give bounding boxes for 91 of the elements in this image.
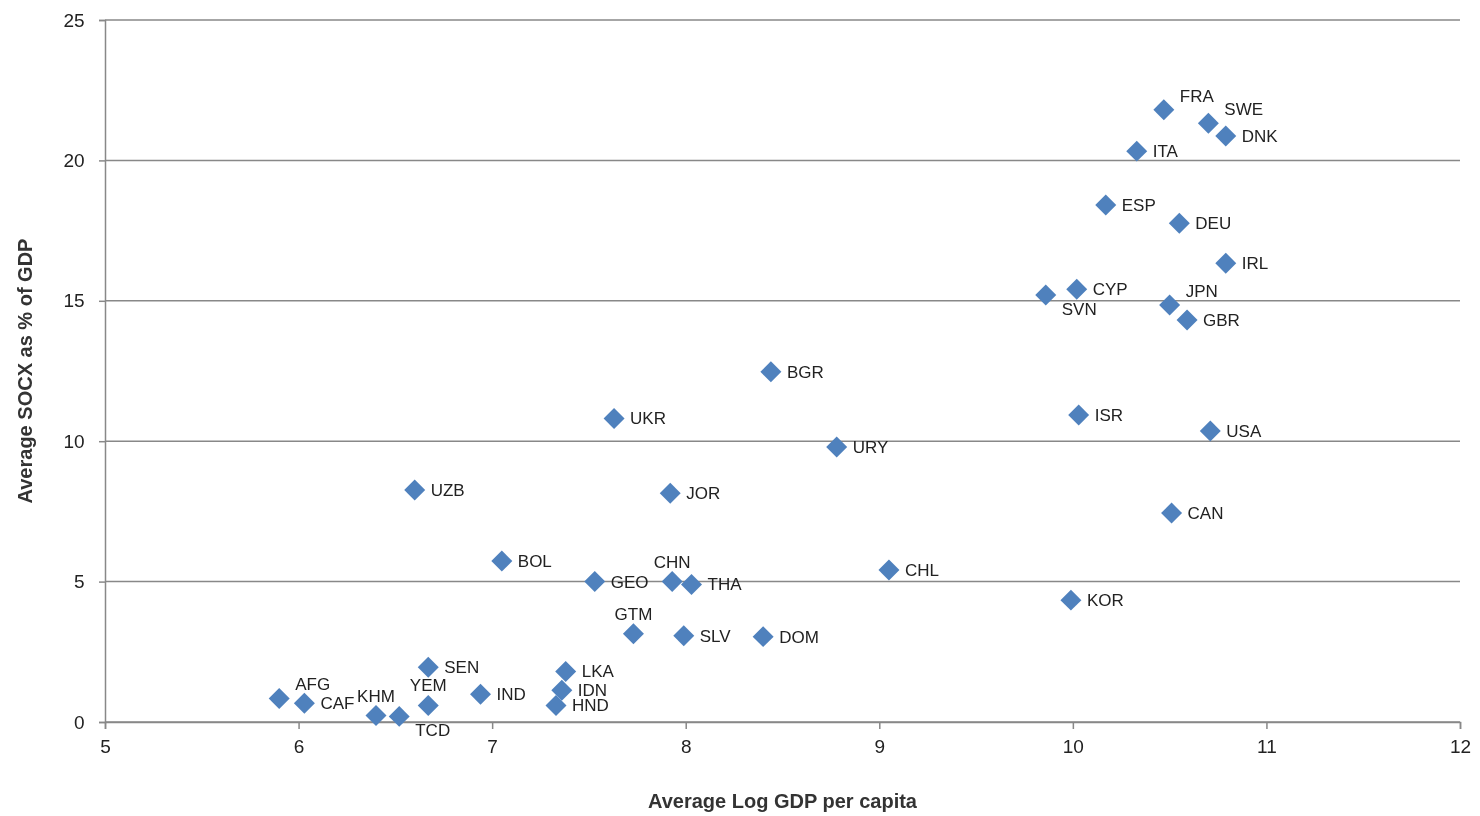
point — [1215, 125, 1237, 147]
data-label: SLV — [699, 626, 732, 646]
data-label: CHL — [904, 561, 939, 581]
point — [752, 626, 774, 648]
point — [1060, 589, 1082, 611]
point — [1197, 112, 1219, 134]
data-label: DEU — [1195, 214, 1232, 234]
point — [1199, 420, 1221, 442]
data-label: THA — [707, 575, 743, 595]
point — [659, 482, 681, 504]
data-label: UZB — [430, 481, 465, 501]
point — [388, 705, 410, 727]
data-label: CAF — [320, 694, 355, 714]
data-label: GEO — [610, 572, 649, 592]
data-label: SWE — [1224, 100, 1264, 120]
point — [622, 623, 644, 645]
point — [555, 660, 577, 682]
point — [1095, 194, 1117, 216]
data-label: LKA — [581, 662, 615, 682]
data-label: SVN — [1061, 299, 1097, 319]
y-tick-label: 10 — [63, 430, 85, 452]
data-label: URY — [852, 438, 889, 458]
data-label: DOM — [779, 627, 819, 647]
y-tick-label: 15 — [63, 290, 85, 312]
data-label: CHN — [653, 552, 691, 572]
data-label: YEM — [409, 676, 447, 696]
data-label: CYP — [1092, 280, 1128, 300]
y-tick-label: 5 — [74, 571, 85, 593]
point — [1161, 502, 1183, 524]
data-label: CAN — [1187, 504, 1224, 524]
point — [365, 705, 387, 727]
point — [760, 361, 782, 383]
data-label: JPN — [1185, 282, 1218, 302]
x-tick-label: 10 — [1062, 735, 1084, 757]
data-label: BOL — [517, 552, 552, 572]
x-tick-label: 8 — [680, 735, 692, 757]
point — [1159, 294, 1181, 316]
point — [551, 679, 573, 701]
data-label: KOR — [1086, 591, 1124, 611]
point — [584, 571, 606, 593]
data-label: ESP — [1121, 196, 1156, 216]
data-label: ISR — [1094, 406, 1124, 426]
data-label: IRL — [1241, 254, 1269, 274]
point — [417, 656, 439, 678]
data-label: KHM — [357, 686, 395, 706]
point — [661, 571, 683, 593]
data-label: USA — [1226, 422, 1262, 442]
x-tick-label: 11 — [1257, 735, 1277, 757]
x-tick-label: 5 — [100, 735, 111, 757]
point — [1168, 212, 1190, 234]
point — [603, 407, 625, 429]
point — [1066, 278, 1088, 300]
data-label: BGR — [786, 362, 824, 382]
point — [1176, 309, 1198, 331]
point — [878, 559, 900, 581]
x-tick-label: 6 — [293, 735, 305, 757]
y-tick-label: 25 — [63, 9, 85, 31]
point — [1068, 404, 1090, 426]
point — [417, 694, 439, 716]
data-label: UKR — [630, 409, 666, 429]
point — [826, 436, 848, 458]
data-label: DNK — [1241, 126, 1279, 146]
data-label: JOR — [686, 484, 721, 504]
data-label: TCD — [415, 721, 451, 741]
x-axis-title: Average Log GDP per capita — [648, 790, 918, 812]
x-tick-label: 7 — [487, 735, 498, 757]
point — [1215, 252, 1237, 274]
data-label: AFG — [295, 675, 331, 695]
point — [470, 683, 492, 705]
point — [404, 479, 426, 501]
point — [293, 692, 315, 714]
point — [1126, 140, 1148, 162]
point — [545, 694, 567, 716]
point — [1153, 99, 1175, 121]
point — [268, 687, 290, 709]
point — [491, 550, 513, 572]
data-label: IND — [496, 685, 526, 705]
y-tick-label: 20 — [63, 149, 85, 171]
data-label: HND — [572, 696, 609, 716]
x-tick-label: 12 — [1449, 735, 1472, 757]
y-axis-title: Average SOCX as % of GDP — [14, 238, 36, 504]
data-label: SEN — [444, 658, 480, 678]
point — [1035, 284, 1057, 306]
data-label: ITA — [1152, 142, 1179, 162]
data-label: GTM — [614, 604, 653, 624]
point — [681, 573, 703, 595]
y-tick-label: 0 — [74, 711, 85, 733]
data-label: FRA — [1179, 86, 1215, 106]
data-label: GBR — [1203, 310, 1240, 330]
x-tick-label: 9 — [874, 735, 886, 757]
point — [673, 625, 695, 647]
